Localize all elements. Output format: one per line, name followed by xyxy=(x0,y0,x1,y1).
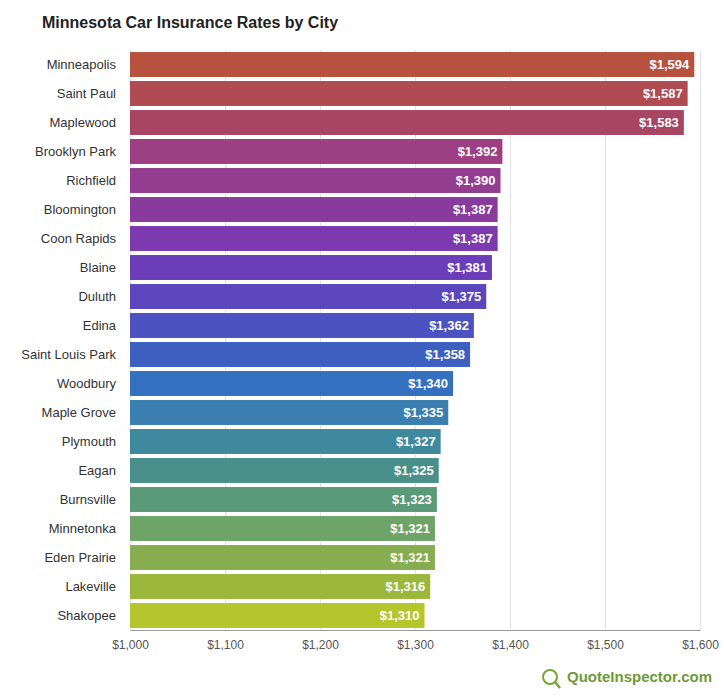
data-label: $1,583 xyxy=(639,115,679,130)
category-label: Coon Rapids xyxy=(41,231,117,246)
category-label: Brooklyn Park xyxy=(35,144,116,159)
source-icon xyxy=(543,670,557,684)
data-labels: $1,594 $1,587 $1,583 $1,392 $1,390 $1,387 $1,3… xyxy=(380,57,690,623)
data-label: $1,390 xyxy=(456,173,496,188)
title: Minnesota Car Insurance Rates by City xyxy=(42,14,338,31)
plot: $1,000 $1,100 $1,200 $1,300 $1,400 $1,500 $1,6… xyxy=(21,50,719,652)
bar xyxy=(130,603,425,628)
data-label: $1,310 xyxy=(380,608,420,623)
category-label: Shakopee xyxy=(57,608,116,623)
tick-label: $1,100 xyxy=(207,638,244,652)
bar xyxy=(130,81,688,106)
bar xyxy=(130,168,501,193)
data-label: $1,321 xyxy=(390,550,430,565)
category-label: Plymouth xyxy=(62,434,116,449)
grid-line xyxy=(605,50,606,630)
data-label: $1,335 xyxy=(403,405,443,420)
data-label: $1,387 xyxy=(453,231,493,246)
data-label: $1,387 xyxy=(453,202,493,217)
bar xyxy=(130,110,684,135)
source-icon xyxy=(555,682,560,688)
bar xyxy=(130,487,437,512)
data-label: $1,316 xyxy=(385,579,425,594)
bar xyxy=(130,458,439,483)
category-label: Maple Grove xyxy=(42,405,116,420)
data-label: $1,327 xyxy=(396,434,436,449)
bar xyxy=(130,429,441,454)
data-label: $1,594 xyxy=(650,57,691,72)
category-label: Maplewood xyxy=(50,115,117,130)
bar xyxy=(130,574,430,599)
bar xyxy=(130,52,694,77)
data-label: $1,587 xyxy=(643,86,683,101)
bar xyxy=(130,545,435,570)
category-label: Eagan xyxy=(78,463,116,478)
category-label: Bloomington xyxy=(44,202,116,217)
bar xyxy=(130,139,502,164)
category-label: Richfield xyxy=(66,173,116,188)
category-label: Woodbury xyxy=(57,376,117,391)
category-label: Eden Prairie xyxy=(44,550,116,565)
data-label: $1,362 xyxy=(429,318,469,333)
chart: Minnesota Car Insurance Rates by City $1,… xyxy=(0,0,724,700)
tick: $1,600 xyxy=(682,50,719,652)
bar xyxy=(130,400,448,425)
bar xyxy=(130,371,453,396)
grid-line xyxy=(700,50,701,630)
tick-label: $1,400 xyxy=(492,638,529,652)
bar xyxy=(130,342,470,367)
source-text: QuoteInspector.com xyxy=(567,668,712,685)
data-label: $1,375 xyxy=(441,289,481,304)
grid-line xyxy=(130,50,131,630)
tick-label: $1,000 xyxy=(112,638,149,652)
bars xyxy=(130,52,694,628)
category-label: Minnetonka xyxy=(49,521,117,536)
category-label: Burnsville xyxy=(60,492,116,507)
bar xyxy=(130,255,492,280)
grid-line xyxy=(510,50,511,630)
tick-label: $1,300 xyxy=(397,638,434,652)
bar xyxy=(130,284,486,309)
category-label: Minneapolis xyxy=(47,57,117,72)
data-label: $1,381 xyxy=(447,260,487,275)
y-axis: Minneapolis Saint Paul Maplewood Brooklyn P… xyxy=(21,57,116,623)
data-label: $1,325 xyxy=(394,463,434,478)
bar xyxy=(130,197,498,222)
grid-line xyxy=(225,50,226,630)
category-label: Edina xyxy=(83,318,117,333)
data-label: $1,321 xyxy=(390,521,430,536)
data-label: $1,392 xyxy=(458,144,498,159)
x-axis: $1,000 $1,100 $1,200 $1,300 $1,400 $1,500 $1,6… xyxy=(112,50,719,652)
bar xyxy=(130,313,474,338)
category-label: Duluth xyxy=(78,289,116,304)
data-label: $1,358 xyxy=(425,347,465,362)
data-label: $1,323 xyxy=(392,492,432,507)
bar xyxy=(130,226,498,251)
category-label: Saint Louis Park xyxy=(21,347,116,362)
source: QuoteInspector.com xyxy=(543,668,712,688)
category-label: Saint Paul xyxy=(57,86,116,101)
bar xyxy=(130,516,435,541)
tick-label: $1,600 xyxy=(682,638,719,652)
tick-label: $1,200 xyxy=(302,638,339,652)
tick: $1,500 xyxy=(587,50,624,652)
grid-line xyxy=(415,50,416,630)
tick-label: $1,500 xyxy=(587,638,624,652)
axis-line xyxy=(131,630,701,631)
category-label: Lakeville xyxy=(65,579,116,594)
category-label: Blaine xyxy=(80,260,116,275)
grid-line xyxy=(320,50,321,630)
data-label: $1,340 xyxy=(408,376,448,391)
